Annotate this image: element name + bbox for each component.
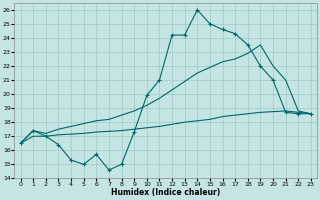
X-axis label: Humidex (Indice chaleur): Humidex (Indice chaleur) (111, 188, 220, 197)
